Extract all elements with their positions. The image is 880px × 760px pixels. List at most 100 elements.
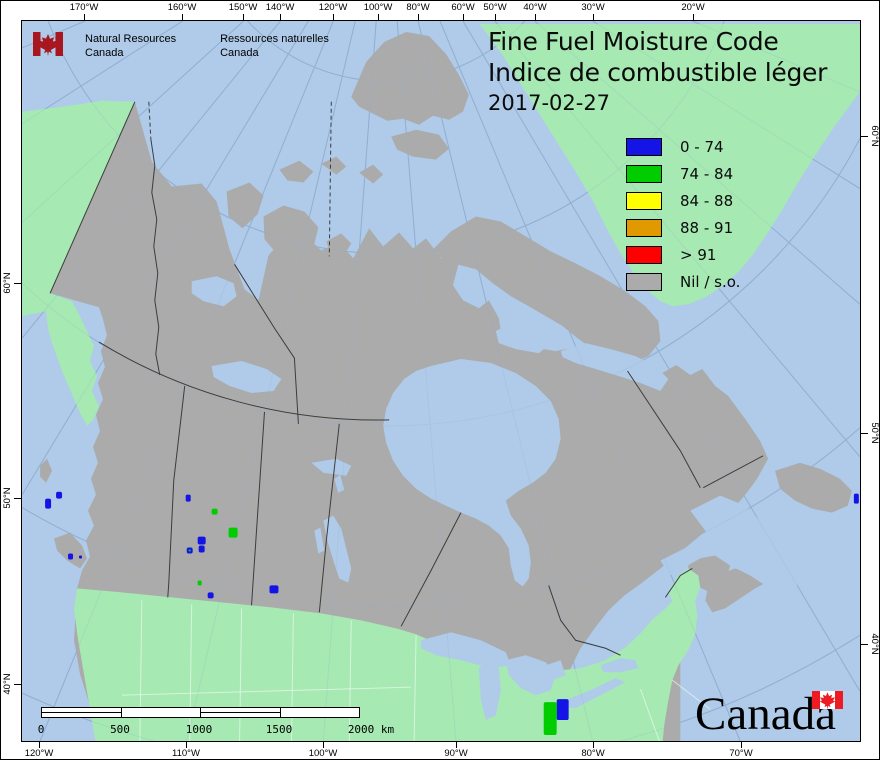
- axis-label: 110°W: [172, 748, 200, 759]
- axis-label: 60°N: [2, 272, 13, 294]
- legend-label: 0 - 74: [680, 137, 724, 156]
- legend-swatch: [626, 191, 662, 210]
- canada-flag-icon: [33, 32, 63, 56]
- scale-label: 1500: [265, 723, 293, 736]
- axis-tick: [14, 283, 21, 284]
- legend-label: Nil / s.o.: [680, 272, 741, 291]
- axis-label: 100°W: [308, 748, 338, 759]
- axis-tick: [323, 742, 324, 748]
- station-point: [45, 498, 52, 509]
- station-point: [68, 553, 74, 560]
- department-signature: Natural Resources Canada Ressources natu…: [33, 32, 329, 60]
- axis-label: 150°W: [228, 2, 258, 13]
- axis-label: 170°W: [69, 2, 99, 13]
- axis-label: 40°N: [2, 673, 13, 695]
- axis-tick: [463, 14, 464, 20]
- ffmc-data-points: [45, 491, 859, 736]
- axis-tick: [593, 14, 594, 20]
- axis-label: 120°W: [318, 2, 348, 13]
- axis-label: 20°W: [681, 2, 705, 13]
- axis-tick: [280, 14, 281, 20]
- legend-swatch: [626, 137, 662, 156]
- axis-label: 40°W: [523, 2, 547, 13]
- legend-item: 88 - 91: [626, 214, 740, 241]
- axis-label: 50°N: [869, 422, 880, 444]
- lakes-and-bays: [191, 276, 801, 721]
- axis-tick: [535, 14, 536, 20]
- foreign-land: [22, 23, 860, 741]
- axis-tick: [418, 14, 419, 20]
- axis-tick: [593, 742, 594, 748]
- legend-label: 84 - 88: [680, 191, 734, 210]
- axis-tick: [861, 644, 868, 645]
- station-point: [197, 580, 202, 586]
- axis-tick: [693, 14, 694, 20]
- axis-tick: [861, 433, 868, 434]
- province-borders: [49, 101, 764, 656]
- us-state-lines: [121, 600, 711, 741]
- legend-item: > 91: [626, 241, 740, 268]
- axis-label: 60°N: [869, 125, 880, 147]
- legend-swatch: [626, 164, 662, 183]
- legend-item: 0 - 74: [626, 133, 740, 160]
- axis-tick: [333, 14, 334, 20]
- legend-label: > 91: [680, 245, 717, 264]
- axis-label: 40°N: [869, 633, 880, 655]
- axis-tick: [182, 14, 183, 20]
- scale-bar: [41, 707, 360, 718]
- axis-label: 60°W: [451, 2, 475, 13]
- axis-tick: [378, 14, 379, 20]
- station-point: [197, 536, 206, 545]
- station-point: [207, 592, 214, 599]
- station-point: [188, 549, 191, 552]
- axis-tick: [741, 742, 742, 748]
- station-point: [853, 493, 859, 504]
- station-point: [211, 508, 218, 515]
- station-point: [198, 545, 205, 553]
- legend-item: 74 - 84: [626, 160, 740, 187]
- axis-tick: [186, 742, 187, 748]
- map-canvas: [22, 21, 860, 741]
- axis-label: 80°W: [406, 2, 430, 13]
- map-title-en: Fine Fuel Moisture Code: [488, 27, 779, 56]
- axis-label: 70°W: [729, 748, 753, 759]
- axis-label: 50°N: [2, 487, 13, 509]
- legend-item: Nil / s.o.: [626, 268, 740, 295]
- axis-label: 90°W: [444, 748, 468, 759]
- title-block: Fine Fuel Moisture Code Indice de combus…: [488, 26, 827, 115]
- axis-tick: [243, 14, 244, 20]
- axis-label: 50°W: [483, 2, 507, 13]
- station-point: [185, 494, 191, 502]
- station-point: [269, 585, 279, 594]
- axis-label: 120°W: [24, 748, 54, 759]
- axis-label: 30°W: [581, 2, 605, 13]
- scale-label: 2000 km: [347, 723, 395, 736]
- wordmark-flag-icon: [812, 691, 843, 709]
- scale-label: 0: [37, 723, 45, 736]
- legend-swatch: [626, 272, 662, 291]
- legend-swatch: [626, 245, 662, 264]
- dept-name-en: Natural Resources Canada: [85, 33, 177, 59]
- map-title-fr: Indice de combustible léger: [488, 58, 828, 87]
- legend-item: 84 - 88: [626, 187, 740, 214]
- axis-tick: [39, 742, 40, 748]
- station-point: [556, 699, 569, 721]
- axis-label: 100°W: [363, 2, 393, 13]
- legend-swatch: [626, 218, 662, 237]
- axis-tick: [495, 14, 496, 20]
- axis-tick: [14, 498, 21, 499]
- station-point: [79, 555, 82, 559]
- map-date: 2017-02-27: [488, 91, 611, 115]
- station-point: [543, 702, 557, 736]
- legend-label: 88 - 91: [680, 218, 734, 237]
- scale-label: 500: [110, 723, 130, 736]
- axis-label: 160°W: [167, 2, 197, 13]
- axis-label: 140°W: [265, 2, 295, 13]
- dept-name-fr: Ressources naturelles Canada: [220, 33, 329, 59]
- station-point: [228, 527, 238, 538]
- legend: 0 - 74 74 - 84 84 - 88 88 - 91 > 91 Nil / s.o…: [626, 133, 740, 295]
- legend-label: 74 - 84: [680, 164, 734, 183]
- axis-label: 80°W: [581, 748, 605, 759]
- station-point: [56, 491, 63, 499]
